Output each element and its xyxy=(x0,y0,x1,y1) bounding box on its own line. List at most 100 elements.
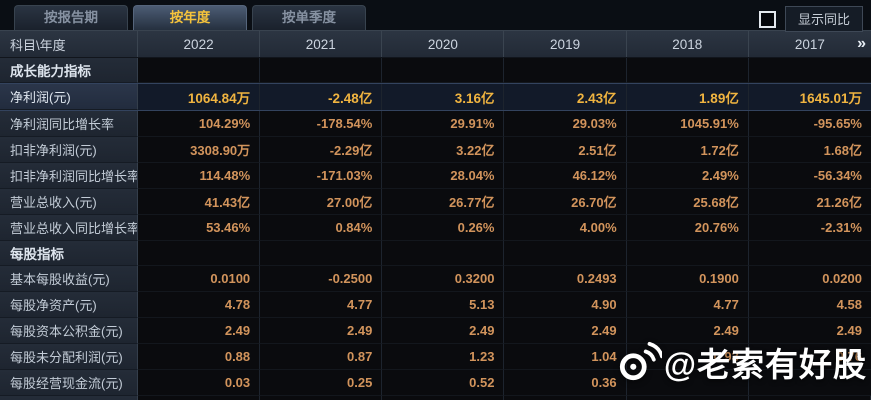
value-cell: 20.76% xyxy=(626,215,749,241)
value-cell xyxy=(138,241,261,266)
row-label: 扣非净利润同比增长率 xyxy=(0,163,138,189)
tab-single-quarter[interactable]: 按单季度 xyxy=(252,5,366,30)
value-cell: 4.77 xyxy=(260,292,383,318)
value-cell: 27.00亿 xyxy=(260,189,383,215)
year-header-2021: 2021 xyxy=(260,31,383,57)
value-cell: 2.49 xyxy=(748,318,871,344)
value-cell: 1.89亿 xyxy=(626,84,749,110)
value-cell: 41.43亿 xyxy=(138,189,261,215)
year-header-2019: 2019 xyxy=(504,31,627,57)
value-cell: 2.43亿 xyxy=(504,84,627,110)
table-row[interactable]: 每股资本公积金(元) 2.49 2.49 2.49 2.49 2.49 2.49 xyxy=(0,318,871,344)
value-cell: 0.84% xyxy=(260,215,383,241)
value-cell: 0.36 xyxy=(504,370,627,396)
value-cell xyxy=(260,58,383,83)
section-row[interactable]: 每股指标 xyxy=(0,241,871,266)
row-label: 净利润同比增长率 xyxy=(0,111,138,137)
show-yoy-label[interactable]: 显示同比 xyxy=(784,6,863,32)
value-cell: -56.34% xyxy=(748,163,871,189)
table-row[interactable]: 扣非净利润(元) 3308.90万 -2.29亿 3.22亿 2.51亿 1.72亿 1.6… xyxy=(0,137,871,163)
value-cell: 2.49% xyxy=(626,163,749,189)
value-cell xyxy=(748,241,871,266)
value-cell: 26.70亿 xyxy=(504,189,627,215)
tab-report-period[interactable]: 按报告期 xyxy=(14,5,128,30)
value-cell: 26.77亿 xyxy=(382,189,505,215)
value-cell: 0.87 xyxy=(260,344,383,370)
value-cell: 29.91% xyxy=(382,111,505,137)
tab-annual[interactable]: 按年度 xyxy=(133,5,247,30)
value-cell: 3.16亿 xyxy=(382,84,505,110)
value-cell: 1045.91% xyxy=(626,111,749,137)
show-yoy-control: 显示同比 xyxy=(758,6,863,32)
show-yoy-checkbox[interactable] xyxy=(758,10,776,28)
value-cell: 0.25 xyxy=(260,370,383,396)
value-cell xyxy=(626,58,749,83)
value-cell: 1645.01万 xyxy=(748,84,871,110)
corner-header: 科目\年度 xyxy=(0,31,138,57)
table-row[interactable]: 每股净资产(元) 4.78 4.77 5.13 4.90 4.77 4.58 xyxy=(0,292,871,318)
value-cell: 21.26亿 xyxy=(748,189,871,215)
row-label: 每股资本公积金(元) xyxy=(0,318,138,344)
row-label: 每股经营现金流(元) xyxy=(0,370,138,396)
value-cell: -178.54% xyxy=(260,111,383,137)
value-cell: 53.46% xyxy=(138,215,261,241)
value-cell xyxy=(748,396,871,400)
value-cell xyxy=(626,396,749,400)
value-cell xyxy=(748,58,871,83)
value-cell xyxy=(626,370,749,396)
table-row[interactable]: 营业总收入(元) 41.43亿 27.00亿 26.77亿 26.70亿 25.68亿 21… xyxy=(0,189,871,215)
year-header-2018: 2018 xyxy=(627,31,749,57)
value-cell: 1064.84万 xyxy=(138,84,261,110)
value-cell xyxy=(260,241,383,266)
value-cell xyxy=(138,396,261,400)
value-cell: -0.2500 xyxy=(260,266,383,292)
value-cell: 2.49 xyxy=(382,318,505,344)
value-cell: -2.29亿 xyxy=(260,137,383,163)
value-cell: 0.88 xyxy=(138,344,261,370)
table-row[interactable]: 每股未分配利润(元) 0.88 0.87 1.23 1.04 0.93 0.76 xyxy=(0,344,871,370)
value-cell: 1.68亿 xyxy=(748,137,871,163)
row-label: 净利润(元) xyxy=(0,84,138,110)
value-cell: 4.00% xyxy=(504,215,627,241)
value-cell: 4.77 xyxy=(626,292,749,318)
table-row[interactable]: 基本每股收益(元) 0.0100 -0.2500 0.3200 0.2493 0.1900… xyxy=(0,266,871,292)
table-row[interactable]: 净利润同比增长率 104.29% -178.54% 29.91% 29.03% 1045.… xyxy=(0,111,871,137)
more-columns-icon[interactable]: » xyxy=(857,35,866,52)
value-cell: -95.65% xyxy=(748,111,871,137)
row-label xyxy=(0,396,138,400)
value-cell: 2.51亿 xyxy=(504,137,627,163)
value-cell: 4.58 xyxy=(748,292,871,318)
value-cell: 0.03 xyxy=(138,370,261,396)
period-tabbar: 按报告期 按年度 按单季度 显示同比 xyxy=(0,0,871,32)
value-cell: 0.93 xyxy=(626,344,749,370)
table-row[interactable]: 扣非净利润同比增长率 114.48% -171.03% 28.04% 46.12% 2.4… xyxy=(0,163,871,189)
value-cell: 29.03% xyxy=(504,111,627,137)
value-cell: 2.49 xyxy=(626,318,749,344)
value-cell: 3308.90万 xyxy=(138,137,261,163)
value-cell: 1.72亿 xyxy=(626,137,749,163)
value-cell: 2.49 xyxy=(504,318,627,344)
section-row[interactable]: 成长能力指标 xyxy=(0,58,871,83)
table-header-row: 科目\年度 2022 2021 2020 2019 2018 2017 » xyxy=(0,30,871,58)
row-label: 成长能力指标 xyxy=(0,58,138,83)
table-row[interactable]: 每股经营现金流(元) 0.03 0.25 0.52 0.36 xyxy=(0,370,871,396)
row-label: 每股指标 xyxy=(0,241,138,266)
value-cell xyxy=(382,241,505,266)
value-cell: 5.13 xyxy=(382,292,505,318)
table-row[interactable]: 营业总收入同比增长率 53.46% 0.84% 0.26% 4.00% 20.76% -2.… xyxy=(0,215,871,241)
value-cell: 1.23 xyxy=(382,344,505,370)
value-cell xyxy=(626,241,749,266)
row-label: 扣非净利润(元) xyxy=(0,137,138,163)
value-cell: 4.78 xyxy=(138,292,261,318)
value-cell: 114.48% xyxy=(138,163,261,189)
value-cell: -171.03% xyxy=(260,163,383,189)
table-row[interactable]: 净利润(元) 1064.84万 -2.48亿 3.16亿 2.43亿 1.89亿 1645.… xyxy=(0,83,871,111)
value-cell xyxy=(748,370,871,396)
value-cell: 0.0200 xyxy=(748,266,871,292)
year-header-label: 2017 xyxy=(794,36,825,52)
value-cell: -2.31% xyxy=(748,215,871,241)
row-label: 营业总收入(元) xyxy=(0,189,138,215)
value-cell: 0.3200 xyxy=(382,266,505,292)
value-cell xyxy=(504,58,627,83)
value-cell: 0.26% xyxy=(382,215,505,241)
